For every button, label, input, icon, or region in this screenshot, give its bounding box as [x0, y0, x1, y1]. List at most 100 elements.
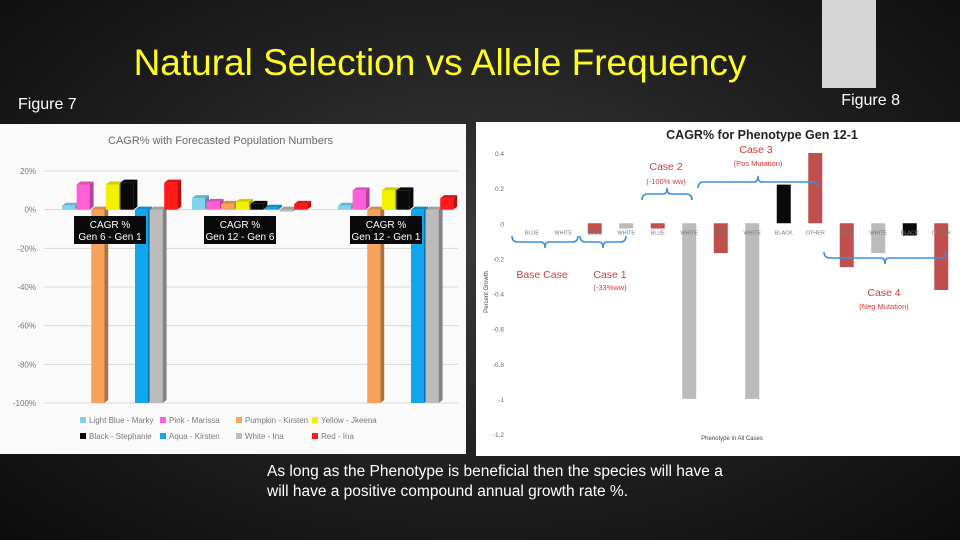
x-tick-label: BLUE	[714, 230, 729, 236]
bar-side	[133, 179, 138, 210]
bar-top	[381, 187, 399, 191]
bar-top	[149, 206, 167, 210]
bar-top	[192, 195, 209, 199]
bar-top	[411, 206, 428, 210]
bar	[411, 209, 424, 403]
category-label-line2: Gen 6 - Gen 1	[78, 232, 142, 243]
y-tick-label: -1.2	[493, 432, 505, 439]
bar-top	[294, 200, 312, 204]
y-tick-label: -40%	[17, 283, 36, 292]
legend-label: Yellow - Jkeena	[321, 416, 377, 425]
bar-top	[425, 206, 443, 210]
bar-top	[235, 198, 253, 202]
y-tick-label: -0.6	[493, 327, 505, 334]
bar	[776, 184, 791, 224]
slide-caption: As long as the Phenotype is beneficial t…	[267, 463, 723, 500]
legend-swatch	[312, 417, 318, 423]
bar	[367, 209, 381, 403]
bar-top	[120, 179, 138, 183]
x-tick-label: WHITE	[743, 230, 761, 236]
bar	[425, 209, 439, 403]
legend-label: Red - Ina	[321, 432, 354, 441]
bar-top	[440, 195, 458, 199]
category-label-line2: Gen 12 - Gen 1	[352, 232, 421, 243]
category-label-line2: Gen 12 - Gen 6	[206, 232, 275, 243]
legend-swatch	[236, 417, 242, 423]
case-2-brace	[641, 187, 693, 201]
x-tick-label: BLUE	[840, 230, 855, 236]
category-label-box	[350, 216, 422, 244]
bar-side	[104, 206, 109, 403]
legend-label: Light Blue - Marky	[89, 416, 153, 425]
case-3-sublabel: (Pos Mutation)	[734, 159, 783, 168]
bar	[135, 209, 148, 403]
bar	[650, 223, 665, 229]
bar	[105, 184, 119, 210]
case-4-sublabel: (Neg Mutation)	[859, 302, 909, 311]
case-1-brace	[579, 235, 627, 249]
bar-side	[365, 187, 370, 210]
bar	[902, 223, 917, 236]
bar	[235, 201, 249, 210]
figure-8-label: Figure 8	[841, 92, 900, 109]
y-tick-label: 0.2	[495, 186, 504, 193]
x-tick-label: BLUE	[588, 230, 603, 236]
legend-swatch	[160, 433, 166, 439]
chart-title: CAGR% for Phenotype Gen 12-1	[666, 128, 858, 142]
bar-top	[206, 198, 224, 202]
bar	[396, 190, 410, 210]
y-tick-label: -0.2	[493, 256, 505, 263]
category-label-box	[74, 216, 146, 244]
bar	[381, 190, 395, 210]
bar	[250, 203, 264, 210]
bar	[338, 205, 351, 210]
bar	[76, 184, 90, 210]
x-tick-label: WHITE	[680, 230, 698, 236]
bar-top	[105, 181, 123, 185]
bar	[619, 223, 634, 229]
base-case-brace	[511, 235, 579, 249]
bar	[352, 190, 366, 210]
bar-side	[177, 179, 182, 210]
bar	[934, 223, 949, 290]
y-tick-label: 0%	[24, 206, 36, 215]
legend-swatch	[236, 433, 242, 439]
case-3-label: Case 3	[739, 144, 772, 156]
bar-top	[279, 206, 297, 210]
legend-swatch	[160, 417, 166, 423]
bar	[265, 207, 278, 210]
x-tick-label: OTHER	[932, 230, 951, 236]
x-tick-label: BLUE	[651, 230, 666, 236]
bar	[440, 198, 454, 210]
legend-label: Pumpkin - Kirsten	[245, 416, 308, 425]
case-2-label: Case 2	[649, 161, 682, 173]
case-3-brace	[697, 175, 819, 189]
bar-side	[453, 195, 458, 210]
bar	[62, 205, 75, 210]
bar-top	[76, 181, 94, 185]
bar-top	[250, 200, 268, 204]
figure-8-chart-panel: CAGR% for Phenotype Gen 12-1 0.4 0.2 0 -0.2 -…	[476, 122, 960, 456]
x-axis-label: Phenotype in All Cases	[701, 436, 763, 442]
decorative-tab	[822, 0, 876, 88]
bar-top	[135, 206, 152, 210]
case-1-sublabel: (-33%ww)	[593, 283, 627, 292]
bar-side	[89, 181, 94, 210]
bar-side	[278, 204, 282, 210]
legend-label: Aqua - Kirsten	[169, 432, 220, 441]
bar-top	[62, 202, 79, 206]
case-4-label: Case 4	[867, 287, 900, 299]
slide-title: Natural Selection vs Allele Frequency	[133, 42, 747, 83]
bar-top	[164, 179, 182, 183]
bar-top	[396, 187, 414, 191]
base-case-label: Base Case	[516, 269, 568, 281]
legend-label: Black - Stephanie	[89, 432, 152, 441]
legend-swatch	[80, 433, 86, 439]
figure-7-chart: CAGR% with Forecasted Population Numbers…	[13, 135, 458, 441]
bar	[120, 182, 134, 210]
x-tick-label: WHITE	[869, 230, 887, 236]
x-tick-label: OTHER	[806, 230, 825, 236]
legend-label: White - Ina	[245, 432, 284, 441]
case-1-label: Case 1	[593, 269, 626, 281]
bar	[164, 182, 178, 210]
